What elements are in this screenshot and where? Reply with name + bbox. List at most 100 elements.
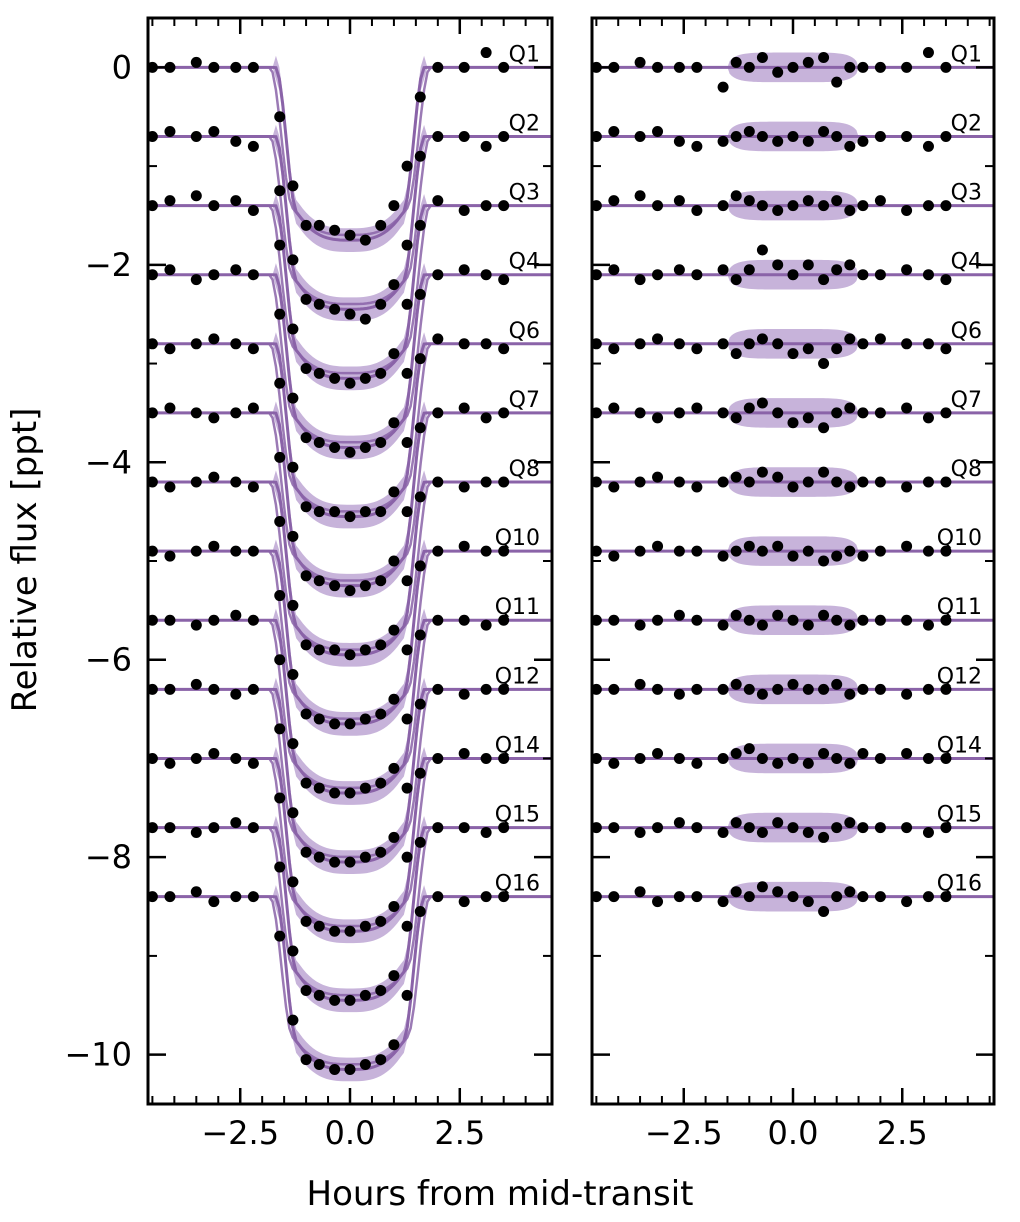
data-point	[717, 752, 729, 764]
data-point	[287, 461, 299, 473]
data-point	[730, 609, 742, 621]
data-point	[208, 61, 220, 73]
x-tick-label: 2.5	[434, 1114, 485, 1152]
quarter-label: Q15	[937, 803, 982, 828]
data-point	[359, 506, 371, 518]
data-point	[756, 200, 768, 212]
quarter-label: Q7	[509, 388, 540, 413]
data-point	[164, 683, 176, 695]
series-q11	[148, 608, 552, 805]
data-point	[414, 219, 426, 231]
data-point	[652, 126, 664, 138]
data-point	[375, 575, 387, 587]
data-point	[498, 683, 510, 695]
model-band	[148, 401, 552, 598]
data-point	[375, 708, 387, 720]
data-point	[190, 545, 202, 557]
data-point	[592, 269, 602, 281]
data-point	[730, 545, 742, 557]
data-point	[818, 51, 830, 63]
data-point	[922, 545, 934, 557]
data-point	[730, 274, 742, 286]
data-point	[148, 407, 158, 419]
model-line	[148, 65, 552, 242]
data-point	[247, 891, 259, 903]
series-q8	[148, 470, 552, 667]
y-tick-label: −4	[85, 443, 132, 481]
data-point	[691, 343, 703, 355]
data-point	[831, 614, 843, 626]
data-point	[717, 896, 729, 908]
data-point	[498, 407, 510, 419]
data-point	[634, 886, 646, 898]
data-point	[247, 343, 259, 355]
panel-residuals: Q1 Q2 Q3 Q4 Q6 Q7 Q8 Q10 Q11 Q12 Q14 Q15 Q16 −2.5 0.0 2…	[590, 16, 996, 1152]
data-point	[208, 614, 220, 626]
data-point	[148, 545, 158, 557]
data-point	[208, 683, 220, 695]
data-point	[691, 402, 703, 414]
data-point	[608, 402, 620, 414]
data-point	[313, 437, 325, 449]
data-point	[772, 259, 784, 271]
data-point	[874, 407, 886, 419]
data-point	[901, 205, 913, 217]
data-point	[190, 827, 202, 838]
data-point	[940, 343, 952, 355]
data-point	[388, 693, 400, 705]
data-point	[300, 362, 312, 374]
data-point	[148, 614, 158, 626]
data-point	[634, 678, 646, 690]
data-point	[480, 752, 492, 764]
data-point	[375, 846, 387, 858]
series-q6	[592, 328, 994, 370]
data-point	[344, 308, 356, 320]
data-point	[857, 476, 869, 488]
data-point	[313, 367, 325, 379]
data-point	[498, 752, 510, 764]
data-point	[329, 718, 341, 730]
data-point	[608, 891, 620, 903]
data-point	[313, 575, 325, 587]
data-point	[208, 412, 220, 424]
model-band	[148, 608, 552, 805]
data-point	[874, 195, 886, 207]
data-point	[940, 545, 952, 557]
data-point	[230, 264, 242, 276]
data-point	[230, 135, 242, 147]
data-point	[717, 827, 729, 838]
data-point	[874, 333, 886, 345]
data-point	[300, 570, 312, 582]
data-point	[901, 614, 913, 626]
data-point	[414, 905, 426, 917]
data-point	[874, 822, 886, 834]
quarter-label: Q12	[495, 664, 540, 689]
data-point	[329, 787, 341, 799]
data-point	[857, 200, 869, 212]
data-point	[287, 180, 299, 192]
data-point	[787, 891, 799, 903]
data-point	[148, 476, 158, 488]
data-point	[432, 683, 444, 695]
data-point	[388, 200, 400, 212]
data-point	[756, 827, 768, 838]
series-q6	[148, 332, 552, 529]
data-point	[329, 644, 341, 656]
data-point	[673, 135, 685, 147]
data-point	[857, 407, 869, 419]
data-point	[247, 683, 259, 695]
data-point	[717, 407, 729, 419]
quarter-label: Q7	[951, 388, 982, 413]
data-point	[717, 264, 729, 276]
model-band	[148, 539, 552, 736]
data-point	[652, 748, 664, 760]
data-point	[230, 61, 242, 73]
data-point	[480, 476, 492, 488]
x-tick-label: 0.0	[768, 1114, 819, 1152]
quarter-label: Q11	[495, 595, 540, 620]
data-point	[717, 476, 729, 488]
data-point	[329, 441, 341, 453]
data-point	[359, 644, 371, 656]
data-point	[652, 333, 664, 345]
model-line	[148, 134, 552, 311]
